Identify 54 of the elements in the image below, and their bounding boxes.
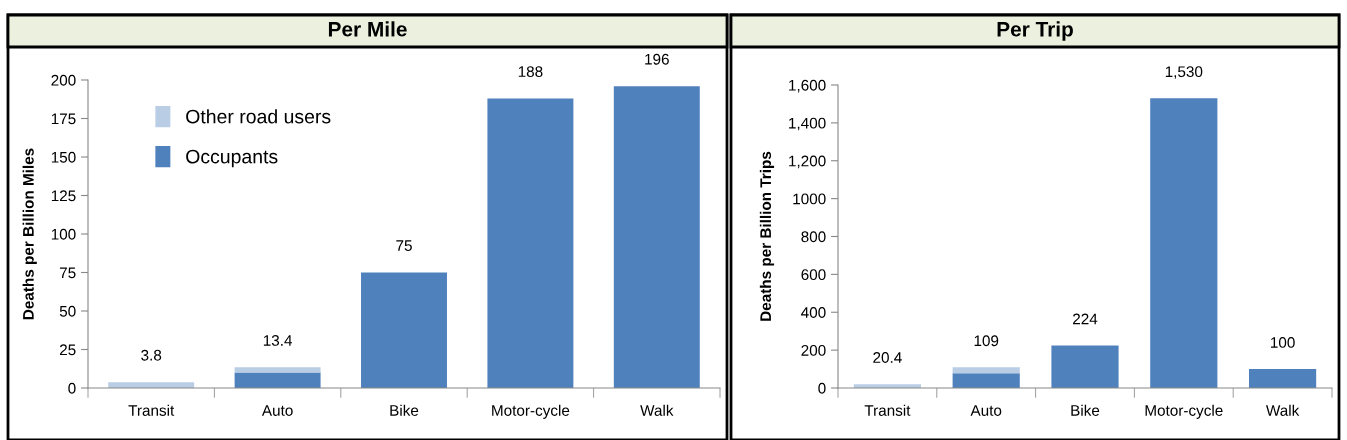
y-tick-label: 200 (801, 344, 826, 356)
total-label: 109 (974, 335, 999, 347)
bar (952, 373, 1020, 388)
x-tick-label: Transit (128, 404, 175, 416)
y-tick-label: 150 (51, 151, 76, 163)
bar (1051, 345, 1119, 388)
x-tick-label: Bike (390, 404, 419, 416)
x-tick-label: Auto (970, 405, 1002, 416)
bar (613, 86, 700, 388)
y-tick-label: 100 (51, 228, 76, 240)
y-tick-label: 600 (801, 269, 826, 281)
y-tick-label: 1000 (793, 193, 826, 205)
y-axis-title: Deaths per Billion Trips (759, 151, 775, 321)
y-tick-label: 0 (68, 382, 76, 394)
chart-title: Per Trip (997, 21, 1073, 41)
y-tick-label: 75 (59, 267, 76, 279)
y-tick-label: 1,400 (789, 117, 826, 131)
bar (1249, 369, 1317, 388)
total-label: 224 (1073, 313, 1098, 325)
total-label: 188 (518, 66, 543, 77)
x-tick-label: Auto (261, 405, 293, 416)
x-tick-label: Walk (1265, 404, 1300, 416)
total-label: 75 (396, 240, 412, 251)
bar (487, 98, 574, 388)
total-label: 20.4 (873, 352, 902, 363)
y-tick-label: 400 (801, 307, 826, 318)
bar (234, 367, 321, 373)
x-tick-label: Motor-cycle (492, 404, 570, 419)
total-label: 1,530 (1165, 66, 1203, 79)
bar (1150, 98, 1218, 388)
x-tick-label: Bike (1071, 404, 1100, 416)
x-tick-label: Transit (864, 404, 911, 416)
total-label: 13.4 (263, 335, 293, 346)
chart-title: Per Mile (328, 21, 407, 37)
legend-label: Occupants (186, 149, 278, 168)
total-label: 196 (645, 53, 669, 65)
y-tick-label: 25 (59, 344, 76, 356)
bar (234, 372, 321, 388)
x-tick-label: Walk (640, 404, 674, 416)
y-tick-label: 800 (801, 231, 826, 243)
bar (361, 272, 447, 388)
y-tick-label: 175 (51, 113, 76, 125)
y-tick-label: 125 (51, 190, 76, 202)
y-tick-label: 1,200 (789, 155, 826, 169)
y-tick-label: 200 (51, 74, 76, 86)
x-tick-label: Motor-cycle (1145, 404, 1223, 419)
bar (952, 367, 1020, 374)
total-label: 100 (1271, 337, 1295, 348)
y-tick-label: 1,600 (789, 79, 826, 93)
y-tick-label: 50 (59, 305, 76, 317)
legend-label: Other road users (186, 109, 331, 124)
total-label: 3.8 (141, 349, 162, 361)
y-tick-label: 0 (818, 382, 826, 394)
y-axis-title: Deaths per Billion Miles (22, 148, 37, 320)
